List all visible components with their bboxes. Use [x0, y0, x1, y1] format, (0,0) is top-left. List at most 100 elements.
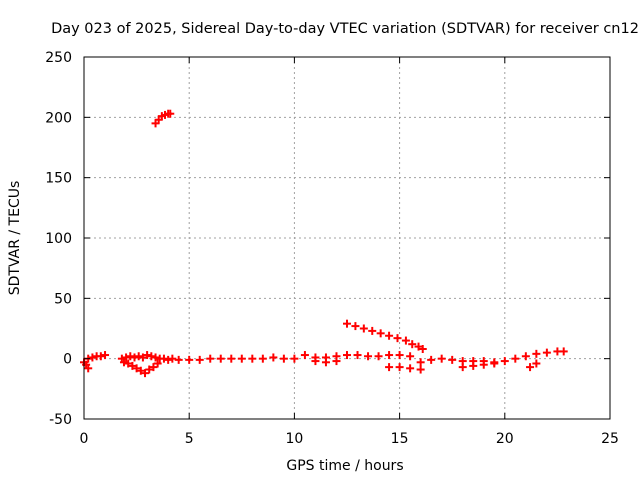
- y-tick-label: 0: [63, 352, 72, 368]
- data-point: [416, 365, 425, 374]
- data-point: [343, 319, 351, 328]
- data-point: [88, 353, 97, 362]
- data-point: [332, 357, 341, 366]
- x-tick-label: 0: [80, 431, 89, 447]
- data-point: [96, 352, 105, 361]
- data-point: [311, 357, 320, 366]
- data-point: [532, 359, 541, 368]
- data-point: [448, 355, 457, 364]
- x-tick-label: 10: [285, 431, 303, 447]
- data-point: [532, 349, 541, 358]
- data-point: [185, 355, 194, 364]
- data-point: [227, 354, 236, 363]
- x-tick-label: 20: [496, 431, 514, 447]
- data-point: [526, 363, 535, 372]
- data-point: [395, 351, 404, 360]
- data-point: [290, 354, 299, 363]
- data-point: [248, 354, 257, 363]
- data-point: [128, 361, 137, 370]
- data-point: [300, 351, 309, 360]
- data-point: [134, 352, 143, 361]
- data-point: [500, 357, 509, 366]
- data-point: [216, 354, 225, 363]
- data-point: [269, 353, 278, 362]
- data-point: [427, 355, 436, 364]
- data-point: [490, 359, 499, 368]
- data-point: [406, 364, 415, 373]
- data-point: [458, 363, 467, 372]
- y-tick-label: -50: [49, 412, 72, 428]
- data-point: [376, 329, 385, 338]
- data-point: [168, 354, 177, 363]
- data-point: [132, 364, 141, 373]
- data-point: [119, 358, 128, 367]
- data-point: [147, 352, 156, 361]
- y-tick-label: 250: [45, 50, 72, 66]
- data-point: [145, 365, 154, 374]
- y-tick-label: 100: [45, 231, 72, 247]
- data-point: [279, 354, 288, 363]
- data-point: [174, 355, 183, 364]
- data-point: [126, 352, 135, 361]
- x-tick-label: 15: [391, 431, 409, 447]
- data-point: [408, 340, 417, 349]
- data-point: [122, 353, 131, 362]
- data-point: [343, 351, 351, 360]
- data-point: [406, 352, 415, 361]
- chart-title: Day 023 of 2025, Sidereal Day-to-day VTE…: [51, 21, 639, 37]
- data-point: [195, 355, 204, 364]
- x-axis-label: GPS time / hours: [286, 458, 403, 474]
- series-dip-segments: [82, 357, 541, 378]
- data-point: [521, 352, 530, 361]
- data-point: [374, 352, 383, 361]
- data-point: [101, 351, 110, 360]
- data-point: [143, 351, 152, 360]
- data-point: [353, 351, 362, 360]
- data-point: [395, 363, 404, 372]
- data-point: [136, 366, 145, 375]
- y-axis-label: SDTVAR / TECUs: [7, 181, 23, 296]
- data-point: [351, 322, 360, 331]
- y-tick-label: 50: [54, 291, 72, 307]
- data-point: [469, 361, 478, 370]
- x-tick-label: 25: [601, 431, 619, 447]
- data-point: [511, 354, 520, 363]
- data-point: [401, 336, 410, 345]
- series-outlier-segment: [151, 109, 175, 128]
- data-point: [368, 326, 377, 335]
- data-point: [479, 360, 488, 369]
- data-point: [359, 324, 368, 333]
- data-point: [364, 352, 373, 361]
- series-rising-segment: [343, 319, 427, 354]
- data-point: [206, 354, 215, 363]
- data-point: [414, 342, 423, 351]
- data-point: [166, 109, 175, 118]
- data-point: [416, 358, 425, 367]
- data-point: [84, 364, 93, 373]
- data-point: [237, 354, 246, 363]
- data-point: [559, 347, 568, 356]
- data-point: [141, 369, 150, 378]
- data-point: [124, 359, 133, 368]
- data-point: [153, 359, 162, 368]
- data-point: [164, 355, 173, 364]
- data-point: [130, 353, 139, 362]
- data-point: [138, 353, 147, 362]
- x-tick-label: 5: [185, 431, 194, 447]
- data-point: [437, 354, 446, 363]
- y-tick-label: 150: [45, 171, 72, 187]
- data-point: [151, 353, 160, 362]
- data-point: [385, 351, 394, 360]
- data-point: [418, 345, 427, 354]
- data-point: [321, 358, 330, 367]
- data-point: [258, 354, 267, 363]
- data-point: [385, 331, 394, 340]
- data-point: [542, 348, 551, 357]
- axes: 0 5 10 15 20 25 -50 0 50 100 150 200 250: [45, 50, 619, 447]
- data-point: [149, 363, 158, 372]
- y-tick-label: 200: [45, 110, 72, 126]
- data-point: [393, 334, 402, 343]
- data-points: [80, 109, 568, 378]
